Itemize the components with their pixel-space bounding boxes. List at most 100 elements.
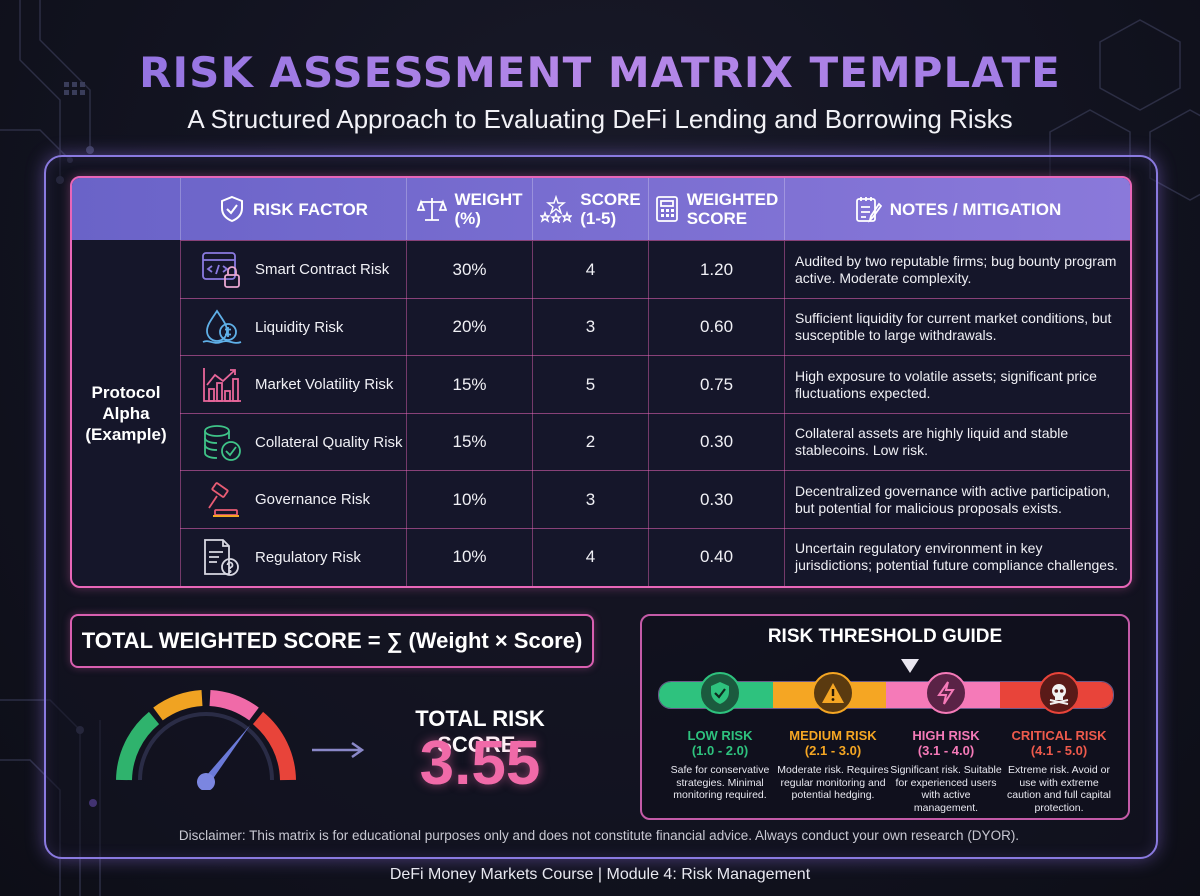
- weighted-score-cell: 0.60: [648, 298, 784, 356]
- score-cell: 2: [532, 413, 648, 471]
- header-weight-unit: (%): [454, 209, 481, 228]
- risk-factor-cell: Collateral Quality Risk: [180, 413, 406, 471]
- tier-critical: CRITICAL RISK (4.1 - 5.0) Extreme risk. …: [1003, 728, 1115, 814]
- tier-description: Significant risk. Suitable for experienc…: [890, 764, 1002, 814]
- score-cell: 4: [532, 528, 648, 586]
- header-weight-label: WEIGHT: [454, 190, 523, 209]
- tier-name: CRITICAL RISK: [1011, 728, 1107, 743]
- risk-factor-name: Regulatory Risk: [255, 548, 361, 566]
- risk-factor-name: Liquidity Risk: [255, 318, 344, 336]
- weighted-score-cell: 0.30: [648, 413, 784, 471]
- protocol-label: Protocol Alpha (Example): [85, 382, 167, 444]
- risk-factor-cell: Market Volatility Risk: [180, 356, 406, 414]
- weighted-score-cell: 0.75: [648, 356, 784, 414]
- tier-range: (4.1 - 5.0): [1030, 743, 1088, 758]
- notes-cell: Sufficient liquidity for current market …: [784, 298, 1130, 356]
- weight-cell: 10%: [406, 471, 532, 529]
- tier-low: LOW RISK (1.0 - 2.0) Safe for conservati…: [664, 728, 776, 802]
- governance-gavel-icon: [208, 482, 239, 517]
- risk-factor-cell: Liquidity Risk: [180, 298, 406, 356]
- weight-cell: 20%: [406, 298, 532, 356]
- weight-cell: 15%: [406, 413, 532, 471]
- risk-factor-name: Market Volatility Risk: [255, 376, 394, 394]
- tier-range: (1.0 - 2.0): [691, 743, 749, 758]
- tier-name: MEDIUM RISK: [789, 728, 877, 743]
- calculator-icon: [655, 196, 678, 222]
- gauge-needle: [197, 725, 251, 790]
- table-row: Governance Risk 10% 3 0.30 Decentralized…: [180, 470, 1130, 529]
- tier-high: HIGH RISK (3.1 - 4.0) Significant risk. …: [890, 728, 1002, 814]
- notes-cell: Decentralized governance with active par…: [784, 471, 1130, 529]
- risk-factor-cell: Smart Contract Risk: [180, 241, 406, 299]
- lightning-icon: [925, 672, 967, 714]
- header-weighted-label-2: SCORE: [686, 209, 748, 228]
- risk-matrix-table: RISK FACTOR WEIGHT (%) SCORE (1-5) WEIGHTE…: [70, 176, 1132, 588]
- formula-box: TOTAL WEIGHTED SCORE = ∑ (Weight × Score…: [70, 614, 594, 668]
- notepad-icon: [855, 197, 882, 223]
- weighted-score-cell: 0.40: [648, 528, 784, 586]
- notes-cell: Uncertain regulatory environment in key …: [784, 528, 1130, 586]
- tier-name: HIGH RISK: [912, 728, 980, 743]
- table-row: Smart Contract Risk 30% 4 1.20 Audited b…: [180, 240, 1130, 299]
- notes-cell: Collateral assets are highly liquid and …: [784, 413, 1130, 471]
- table-row: Collateral Quality Risk 15% 2 0.30 Colla…: [180, 412, 1130, 471]
- header-weighted-score: WEIGHTED SCORE: [648, 178, 784, 240]
- liquidity-drop-icon: [202, 308, 242, 344]
- table-row: Regulatory Risk 10% 4 0.40 Uncertain reg…: [180, 527, 1130, 586]
- header-risk-factor: RISK FACTOR: [180, 178, 406, 240]
- shield-check-icon: [221, 195, 244, 223]
- weighted-score-cell: 0.30: [648, 471, 784, 529]
- stars-icon: [540, 195, 573, 223]
- score-cell: 3: [532, 298, 648, 356]
- total-risk-score-label: TOTAL RISK SCORE:: [415, 706, 545, 757]
- shield-check-icon: [699, 672, 741, 714]
- threshold-marker: [901, 659, 919, 673]
- weighted-score-cell: 1.20: [648, 241, 784, 299]
- balance-scale-icon: [416, 198, 447, 221]
- tier-medium: MEDIUM RISK (2.1 - 3.0) Moderate risk. R…: [777, 728, 889, 802]
- collateral-coins-icon: [204, 424, 241, 461]
- score-cell: 5: [532, 356, 648, 414]
- weight-cell: 15%: [406, 356, 532, 414]
- page-title: RISK ASSESSMENT MATRIX TEMPLATE: [0, 48, 1200, 97]
- risk-factor-cell: Governance Risk: [180, 471, 406, 529]
- tier-range: (3.1 - 4.0): [917, 743, 975, 758]
- threshold-title: RISK THRESHOLD GUIDE: [767, 626, 1003, 647]
- weight-cell: 10%: [406, 528, 532, 586]
- notes-cell: High exposure to volatile assets; signif…: [784, 356, 1130, 414]
- volatility-chart-icon: [203, 368, 241, 402]
- score-cell: 4: [532, 241, 648, 299]
- risk-factor-name: Governance Risk: [255, 491, 371, 509]
- risk-threshold-panel: [640, 614, 1130, 820]
- risk-factor-cell: Regulatory Risk: [180, 528, 406, 586]
- skull-icon: [1038, 672, 1080, 714]
- header-weight: WEIGHT (%): [406, 178, 532, 240]
- total-risk-score-value: 3.55: [419, 729, 541, 798]
- tier-range: (2.1 - 3.0): [804, 743, 862, 758]
- tier-description: Safe for conservative strategies. Minima…: [670, 764, 770, 801]
- header-risk-factor-label: RISK FACTOR: [253, 199, 368, 219]
- table-row: Market Volatility Risk 15% 5 0.75 High e…: [180, 355, 1130, 414]
- risk-factor-name: Collateral Quality Risk: [255, 433, 403, 451]
- risk-factor-name: Smart Contract Risk: [255, 261, 390, 279]
- score-cell: 3: [532, 471, 648, 529]
- warning-icon: [812, 672, 854, 714]
- footer: DeFi Money Markets Course | Module 4: Ri…: [389, 866, 811, 883]
- header-protocol-cell: [72, 178, 180, 240]
- weight-cell: 30%: [406, 241, 532, 299]
- header-notes: NOTES / MITIGATION: [784, 178, 1130, 240]
- header-weighted-label: WEIGHTED: [686, 190, 779, 209]
- regulatory-document-icon: [204, 538, 239, 576]
- smart-contract-lock-icon: [202, 252, 240, 288]
- table-row: Liquidity Risk 20% 3 0.60 Sufficient liq…: [180, 297, 1130, 356]
- tier-description: Moderate risk. Requires regular monitori…: [777, 764, 889, 801]
- tier-description: Extreme risk. Avoid or use with extreme …: [1007, 764, 1111, 814]
- tier-name: LOW RISK: [687, 728, 753, 743]
- notes-cell: Audited by two reputable firms; bug boun…: [784, 241, 1130, 299]
- arrow-right-icon: [312, 741, 365, 759]
- disclaimer: Disclaimer: This matrix is for education…: [178, 828, 1020, 843]
- header-score-label: SCORE: [580, 190, 641, 209]
- header-notes-label: NOTES / MITIGATION: [889, 199, 1062, 219]
- header-score: SCORE (1-5): [532, 178, 648, 240]
- header-score-range: (1-5): [580, 209, 617, 228]
